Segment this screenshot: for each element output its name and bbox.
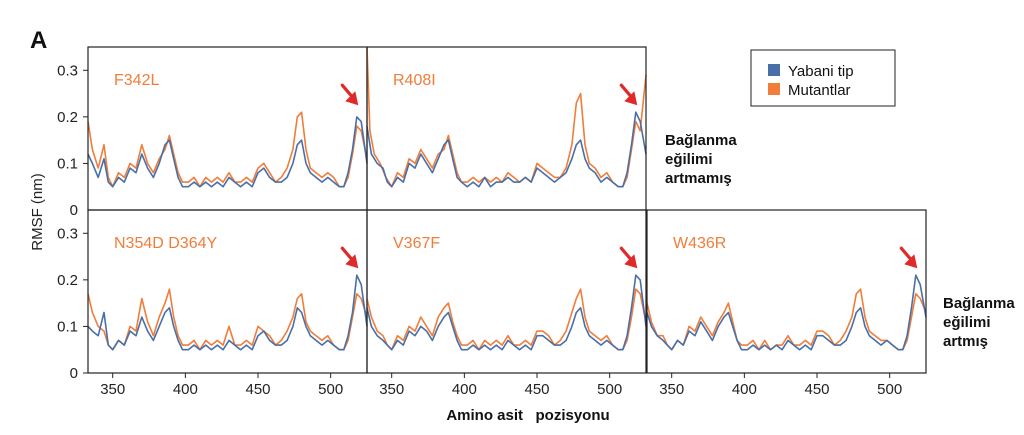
series-line-wild-type-r408i bbox=[366, 111, 647, 188]
panel-letter: A bbox=[30, 27, 47, 54]
side-note-bottom: Bağlanma eğilimi artmış bbox=[943, 295, 1015, 350]
y-tick-label: 0.1 bbox=[57, 155, 78, 172]
arrow-head-w436r bbox=[904, 254, 918, 269]
x-tick-label: 400 bbox=[732, 381, 757, 398]
series-line-wild-type-w436r bbox=[646, 274, 927, 351]
legend-label-wild-type: Yabani tip bbox=[788, 63, 854, 80]
legend: Yabani tip Mutantlar bbox=[750, 49, 896, 107]
side-note-bottom-line-1: Bağlanma bbox=[943, 295, 1015, 312]
series-line-wild-type-f342l bbox=[87, 116, 368, 188]
y-tick-label: 0.1 bbox=[57, 318, 78, 335]
y-axis-title: RMSF (nm) bbox=[29, 173, 46, 251]
arrow-w436r bbox=[899, 246, 918, 269]
arrow-f342l bbox=[340, 83, 359, 106]
x-tick-label: 500 bbox=[877, 381, 902, 398]
side-note-top-line-2: eğilimi bbox=[665, 151, 713, 168]
x-tick-label: 400 bbox=[173, 381, 198, 398]
panel-n354d-d364y: N354D D364Y bbox=[87, 209, 368, 374]
panel-f342l: F342L bbox=[87, 46, 368, 211]
legend-box bbox=[750, 49, 896, 107]
side-note-bottom-line-2: eğilimi bbox=[943, 314, 991, 331]
arrow-head-n354d-d364y bbox=[345, 254, 359, 269]
x-tick-label: 450 bbox=[525, 381, 550, 398]
x-tick-label: 350 bbox=[379, 381, 404, 398]
side-note-top: Bağlanma eğilimi artmamış bbox=[665, 132, 737, 187]
panel-frame-w436r bbox=[646, 209, 927, 374]
mutation-label-v367f: V367F bbox=[393, 235, 440, 252]
legend-swatch-wild-type bbox=[768, 64, 780, 76]
arrow-n354d-d364y bbox=[340, 246, 359, 269]
x-tick-label: 400 bbox=[452, 381, 477, 398]
arrow-head-f342l bbox=[345, 91, 359, 106]
series-line-mutant-n354d-d364y bbox=[87, 288, 368, 351]
panel-r408i: R408I bbox=[366, 46, 647, 211]
series-line-mutant-f342l bbox=[87, 111, 368, 188]
arrow-r408i bbox=[619, 83, 638, 106]
x-axis-title: Amino asit pozisyonu bbox=[446, 407, 609, 424]
y-axis-ticks: 0.1 0.2 0.3 0 0.1 0.2 0.3 0 bbox=[57, 62, 88, 382]
y-tick-label: 0.3 bbox=[57, 62, 78, 79]
series-line-wild-type-n354d-d364y bbox=[87, 274, 368, 351]
mutation-label-f342l: F342L bbox=[114, 72, 159, 89]
legend-swatch-mutant bbox=[768, 83, 780, 95]
series-line-mutant-v367f bbox=[366, 288, 647, 351]
x-tick-label: 350 bbox=[100, 381, 125, 398]
side-note-top-line-1: Bağlanma bbox=[665, 132, 737, 149]
arrow-head-r408i bbox=[624, 91, 638, 106]
arrow-v367f bbox=[619, 246, 638, 269]
y-tick-label: 0.2 bbox=[57, 272, 78, 289]
x-axis-ticks: 350 400 450 500 350 400 450 500 350 400 450 500 bbox=[100, 373, 902, 398]
y-tick-label: 0.3 bbox=[57, 225, 78, 242]
y-tick-label: 0.2 bbox=[57, 109, 78, 126]
series-line-mutant-r408i bbox=[366, 46, 647, 188]
panel-w436r: W436R bbox=[646, 209, 927, 374]
x-tick-label: 450 bbox=[805, 381, 830, 398]
x-tick-label: 450 bbox=[246, 381, 271, 398]
x-tick-label: 350 bbox=[659, 381, 684, 398]
arrow-head-v367f bbox=[624, 254, 638, 269]
x-tick-label: 500 bbox=[318, 381, 343, 398]
x-tick-label: 500 bbox=[597, 381, 622, 398]
mutation-label-n354d-d364y: N354D D364Y bbox=[114, 235, 218, 252]
mutation-label-r408i: R408I bbox=[393, 72, 436, 89]
plot-panels: F342L R408I N354D D364Y V367F W436R bbox=[87, 46, 927, 374]
y-tick-label: 0 bbox=[70, 202, 78, 219]
series-line-mutant-w436r bbox=[646, 288, 927, 351]
side-note-bottom-line-3: artmış bbox=[943, 333, 988, 350]
panel-v367f: V367F bbox=[366, 209, 647, 374]
legend-label-mutant: Mutantlar bbox=[788, 82, 851, 99]
side-note-top-line-3: artmamış bbox=[665, 170, 732, 187]
series-line-wild-type-v367f bbox=[366, 274, 647, 351]
y-tick-label: 0 bbox=[70, 365, 78, 382]
panel-frame-v367f bbox=[366, 209, 647, 374]
mutation-label-w436r: W436R bbox=[673, 235, 726, 252]
